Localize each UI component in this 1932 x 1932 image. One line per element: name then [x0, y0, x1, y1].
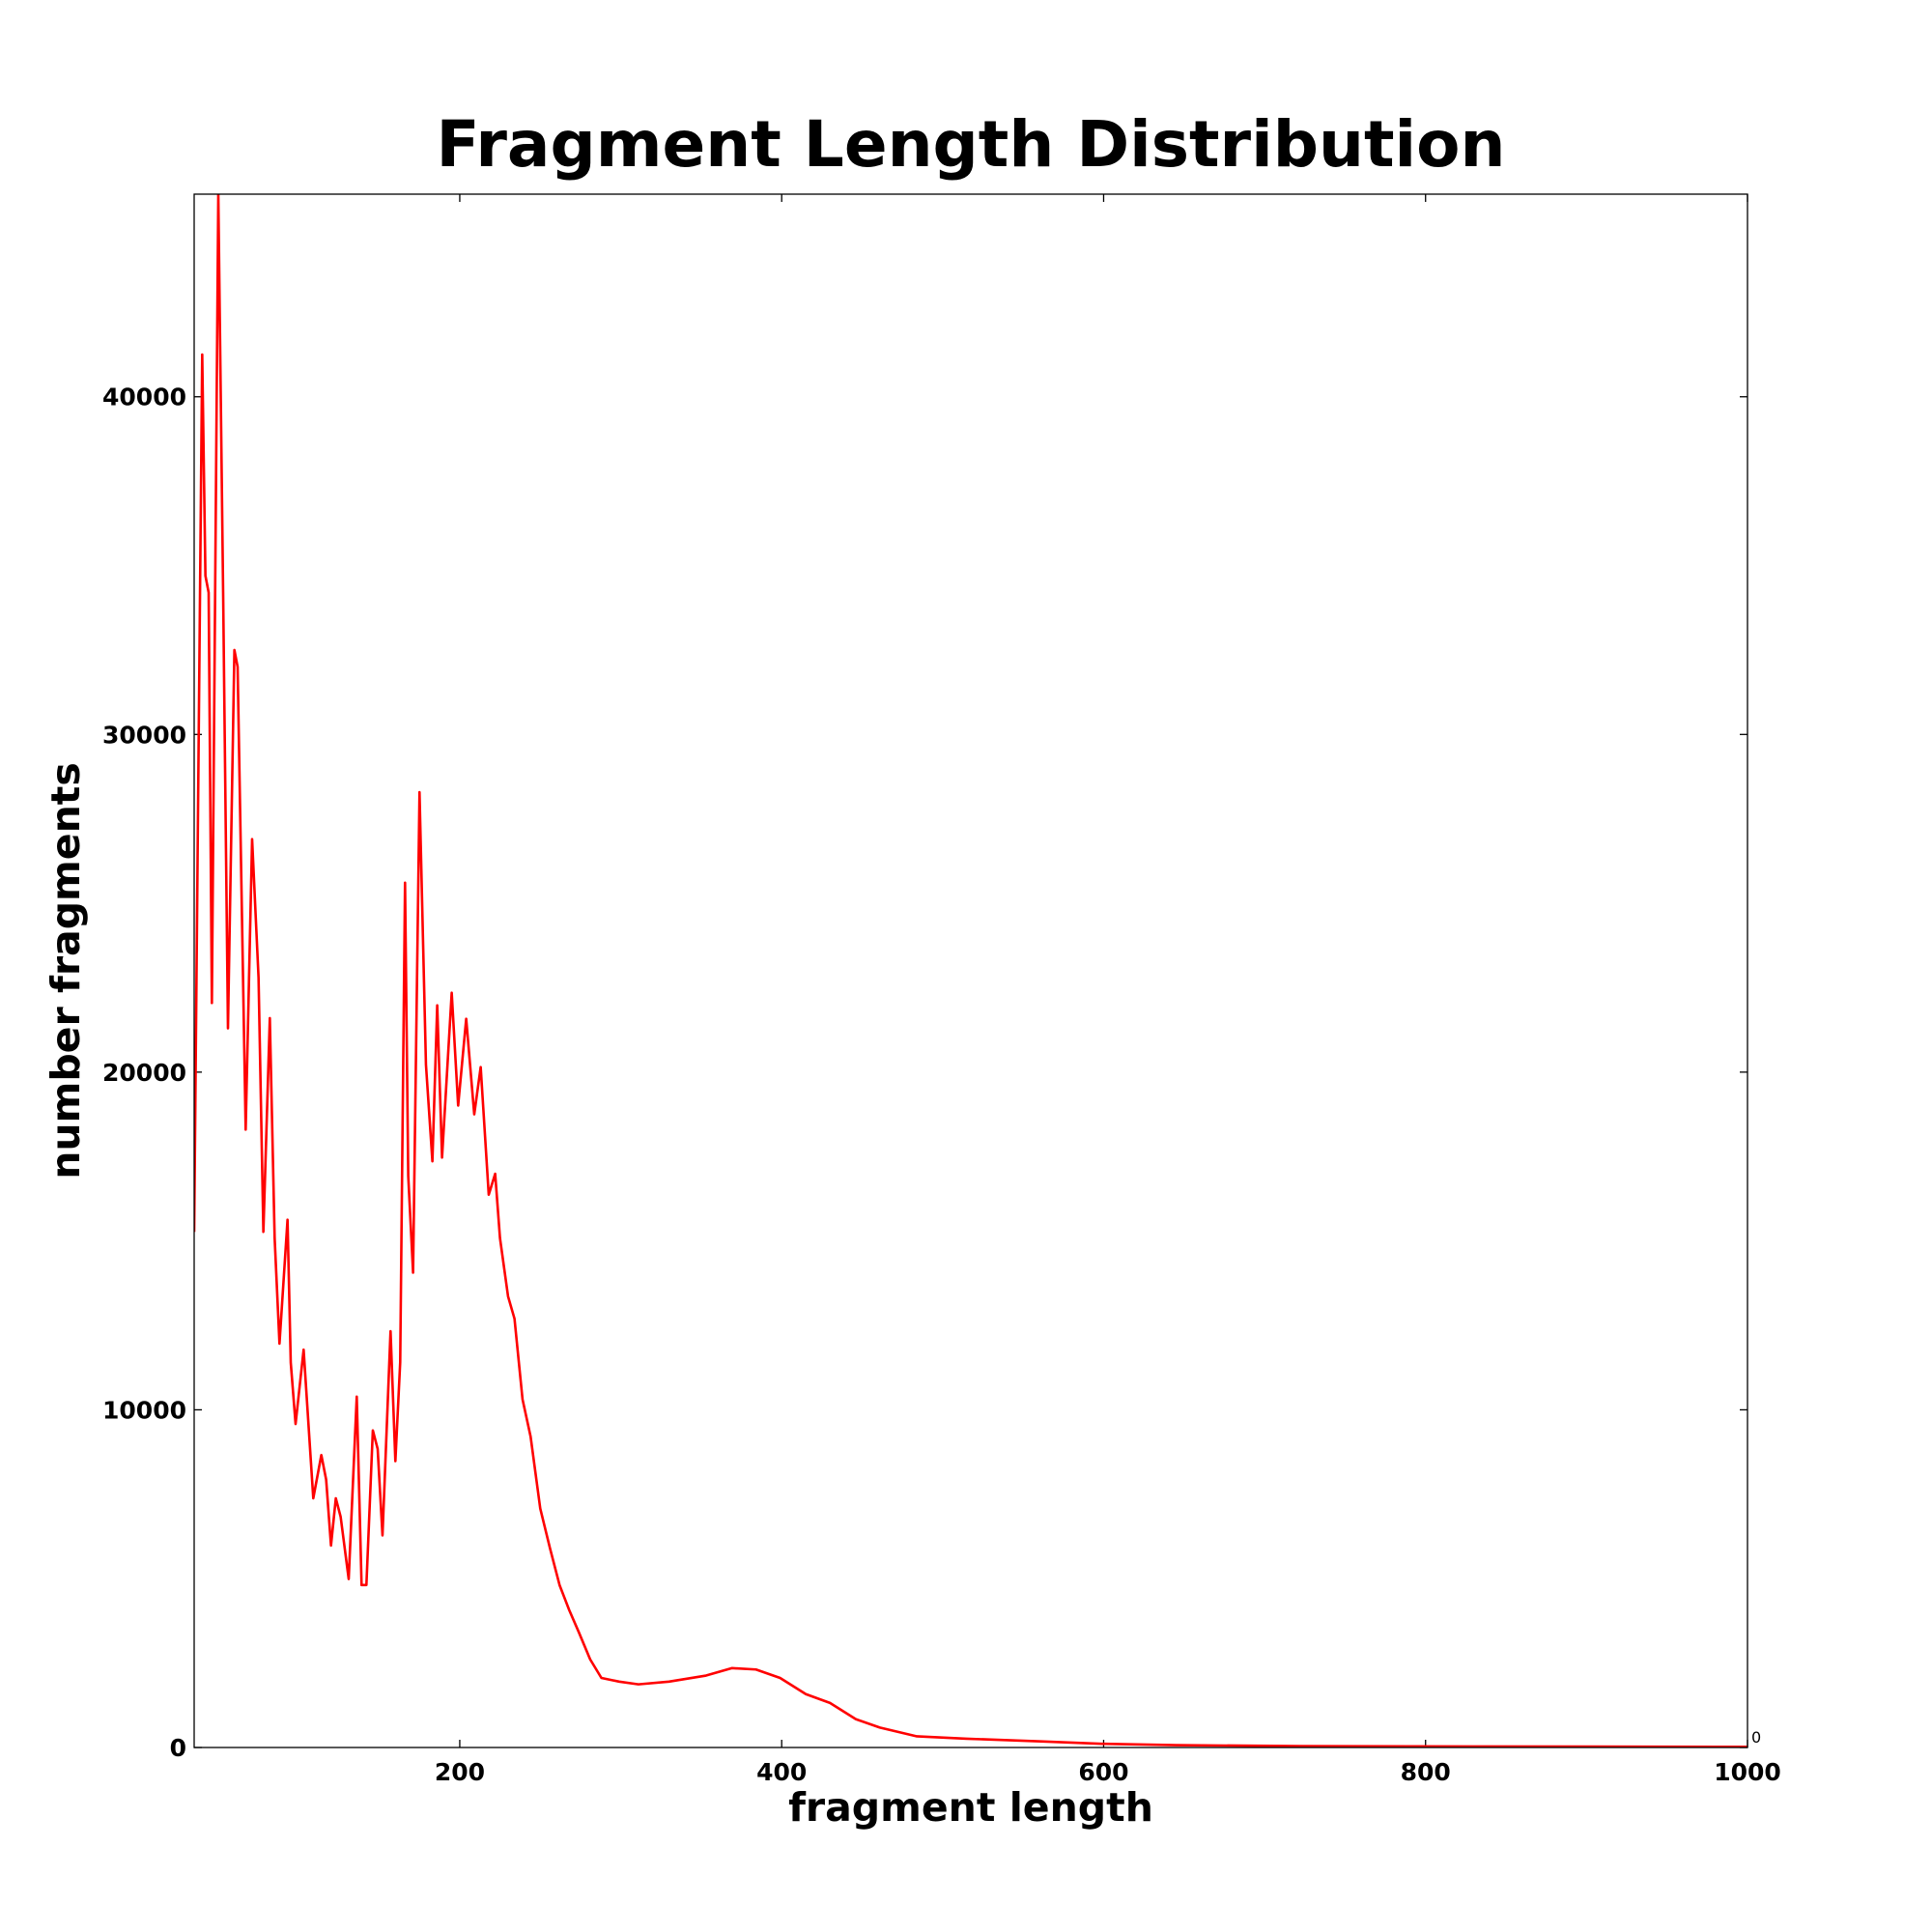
y-tick-label: 0 — [170, 1734, 186, 1762]
x-tick-label: 200 — [435, 1758, 485, 1786]
x-tick-label: 800 — [1401, 1758, 1451, 1786]
x-axis-label: fragment length — [788, 1784, 1153, 1831]
data-line — [194, 194, 1747, 1747]
annotation: 0 — [1751, 1728, 1761, 1747]
y-tick-label: 10000 — [102, 1396, 186, 1424]
x-tick-label: 1000 — [1714, 1758, 1781, 1786]
y-axis-label: number fragments — [43, 762, 89, 1179]
y-tick-label: 40000 — [102, 384, 186, 412]
chart-title: Fragment Length Distribution — [437, 107, 1506, 182]
y-tick-label: 20000 — [102, 1059, 186, 1087]
plot-frame — [193, 193, 1748, 1748]
x-tick-label: 600 — [1078, 1758, 1128, 1786]
y-tick-label: 30000 — [102, 721, 186, 749]
x-tick-label: 400 — [756, 1758, 807, 1786]
